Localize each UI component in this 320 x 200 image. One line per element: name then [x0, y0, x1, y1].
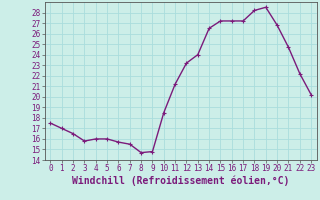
X-axis label: Windchill (Refroidissement éolien,°C): Windchill (Refroidissement éolien,°C)	[72, 176, 290, 186]
